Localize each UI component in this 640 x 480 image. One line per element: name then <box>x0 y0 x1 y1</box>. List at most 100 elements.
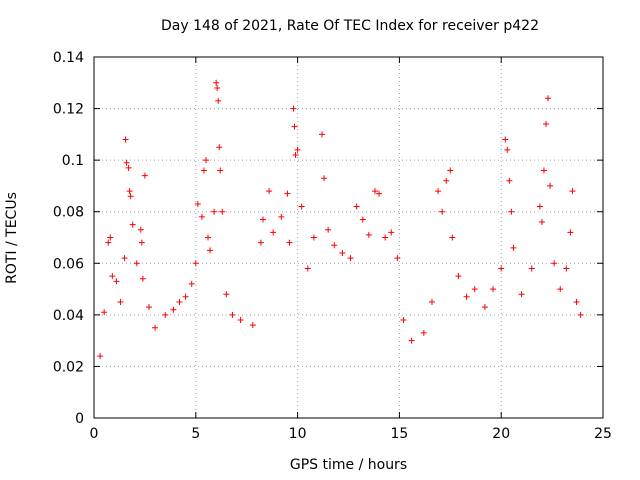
data-point <box>394 255 401 262</box>
data-point <box>170 306 177 313</box>
data-point <box>229 311 236 318</box>
data-point <box>551 260 558 267</box>
data-point <box>278 213 285 220</box>
data-point <box>202 157 209 164</box>
data-point <box>510 244 517 251</box>
data-point <box>447 167 454 174</box>
data-point <box>138 239 145 246</box>
data-point <box>249 322 256 329</box>
data-point <box>213 79 220 86</box>
data-point <box>439 208 446 215</box>
data-point <box>176 298 183 305</box>
data-point <box>121 255 128 262</box>
x-tick-label: 0 <box>90 426 99 442</box>
x-tick-label: 5 <box>191 426 200 442</box>
data-point <box>257 239 264 246</box>
y-tick-label: 0.1 <box>62 153 84 169</box>
chart-title: Day 148 of 2021, Rate Of TEC Index for r… <box>161 18 539 34</box>
data-point <box>518 291 525 298</box>
data-point <box>137 226 144 233</box>
data-point <box>471 286 478 293</box>
data-point <box>382 234 389 241</box>
data-point <box>162 311 169 318</box>
data-point <box>481 304 488 311</box>
data-point <box>259 216 266 223</box>
data-point <box>292 151 299 158</box>
data-point <box>408 337 415 344</box>
data-point <box>536 203 543 210</box>
data-point <box>310 234 317 241</box>
y-tick-label: 0.04 <box>53 308 84 324</box>
data-point <box>117 298 124 305</box>
data-point <box>107 234 114 241</box>
data-point <box>339 249 346 256</box>
data-point <box>498 265 505 272</box>
data-point <box>567 229 574 236</box>
data-point <box>192 260 199 267</box>
data-point <box>133 260 140 267</box>
data-point <box>563 265 570 272</box>
data-point <box>97 353 104 360</box>
data-point <box>347 255 354 262</box>
x-tick-label: 25 <box>594 426 612 442</box>
data-point <box>325 226 332 233</box>
x-axis-label: GPS time / hours <box>289 457 408 473</box>
data-point <box>205 234 212 241</box>
data-point <box>547 182 554 189</box>
grid-layer <box>94 57 603 418</box>
data-point <box>359 216 366 223</box>
data-point <box>291 123 298 130</box>
data-point <box>188 280 195 287</box>
data-point <box>353 203 360 210</box>
data-point <box>376 190 383 197</box>
data-point <box>545 95 552 102</box>
data-point <box>101 309 108 316</box>
data-point <box>577 311 584 318</box>
y-tick-label: 0.12 <box>53 102 84 118</box>
data-point <box>400 317 407 324</box>
x-tick-label: 10 <box>289 426 307 442</box>
data-point <box>214 84 221 91</box>
data-point <box>219 208 226 215</box>
data-point <box>125 164 132 171</box>
data-point <box>365 231 372 238</box>
data-point <box>266 188 273 195</box>
data-points-layer <box>97 79 584 360</box>
data-point <box>216 144 223 151</box>
data-point <box>215 97 222 104</box>
data-point <box>428 298 435 305</box>
data-point <box>217 167 224 174</box>
plot-frame <box>93 56 604 419</box>
data-point <box>420 329 427 336</box>
data-point <box>455 273 462 280</box>
data-point <box>141 172 148 179</box>
data-point <box>506 177 513 184</box>
data-point <box>542 121 549 128</box>
data-point <box>371 188 378 195</box>
data-point <box>123 159 130 166</box>
data-point <box>139 275 146 282</box>
data-point <box>298 203 305 210</box>
data-point <box>152 324 159 331</box>
data-point <box>207 247 214 254</box>
data-point <box>540 167 547 174</box>
data-point <box>294 146 301 153</box>
data-point <box>223 291 230 298</box>
data-point <box>388 229 395 236</box>
data-point <box>435 188 442 195</box>
data-point <box>290 105 297 112</box>
ticks-layer: 0 5 10 15 20 25 0 0.02 0.04 0.06 0.08 0.1 0.12 0.14 <box>53 50 612 442</box>
x-tick-label: 15 <box>390 426 408 442</box>
y-tick-label: 0.08 <box>53 205 84 221</box>
y-tick-label: 0 <box>75 411 84 427</box>
y-tick-label: 0.14 <box>53 50 84 66</box>
data-point <box>109 273 116 280</box>
data-point <box>145 304 152 311</box>
data-point <box>286 239 293 246</box>
data-point <box>182 293 189 300</box>
y-tick-label: 0.02 <box>53 359 84 375</box>
data-point <box>508 208 515 215</box>
data-point <box>569 188 576 195</box>
data-point <box>126 188 133 195</box>
